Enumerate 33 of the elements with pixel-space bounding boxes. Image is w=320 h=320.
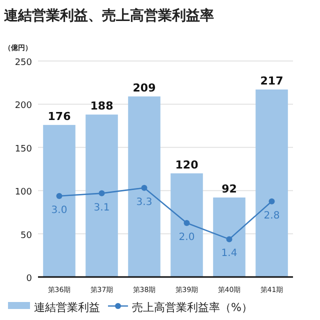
data-label: 3.1 — [94, 202, 110, 214]
point — [98, 190, 105, 196]
data-label: 217 — [260, 74, 284, 88]
data-label: 209 — [132, 81, 156, 94]
y-tick-label: 100 — [14, 188, 32, 198]
data-label: 92 — [222, 182, 237, 196]
y-tick-label: 150 — [14, 144, 32, 154]
data-label: 2.0 — [178, 232, 195, 243]
data-label: 176 — [48, 110, 72, 123]
point — [141, 184, 148, 191]
point — [56, 193, 62, 199]
data-label: 2.8 — [264, 210, 280, 222]
chart-title: 連結営業利益、売上高営業利益率 — [3, 7, 214, 24]
y-tick-label: 50 — [20, 230, 32, 241]
data-label: 3.3 — [136, 196, 152, 208]
data-label: 188 — [90, 100, 114, 113]
bar — [213, 198, 246, 277]
data-label: 3.0 — [51, 205, 68, 216]
legend-label: 売上高営業利益率（%） — [132, 301, 252, 314]
point — [268, 198, 275, 204]
bar — [86, 114, 118, 277]
point — [184, 220, 190, 226]
legend-label: 連結営業利益 — [34, 301, 100, 314]
data-label: 1.4 — [221, 248, 238, 260]
bar — [170, 173, 203, 277]
bar — [256, 90, 288, 277]
y-tick-label: 0 — [26, 274, 32, 284]
data-label: 120 — [175, 158, 199, 172]
bar — [128, 96, 160, 277]
point — [226, 236, 232, 242]
bar — [43, 124, 76, 277]
y-tick-label: 250 — [14, 58, 32, 68]
y-tick-label: 200 — [14, 101, 32, 112]
